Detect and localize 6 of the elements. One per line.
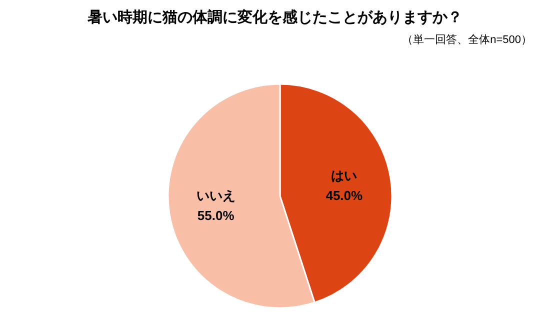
data-label: 45.0% xyxy=(326,188,364,203)
slice-label: はい xyxy=(331,168,358,183)
slice-label: いいえ xyxy=(196,188,236,204)
chart-title: 暑い時期に猫の体調に変化を感じたことがありますか？ xyxy=(86,8,464,27)
text: （単一回答、全体n=500） xyxy=(402,33,532,47)
data-label: 55.0% xyxy=(197,208,235,224)
